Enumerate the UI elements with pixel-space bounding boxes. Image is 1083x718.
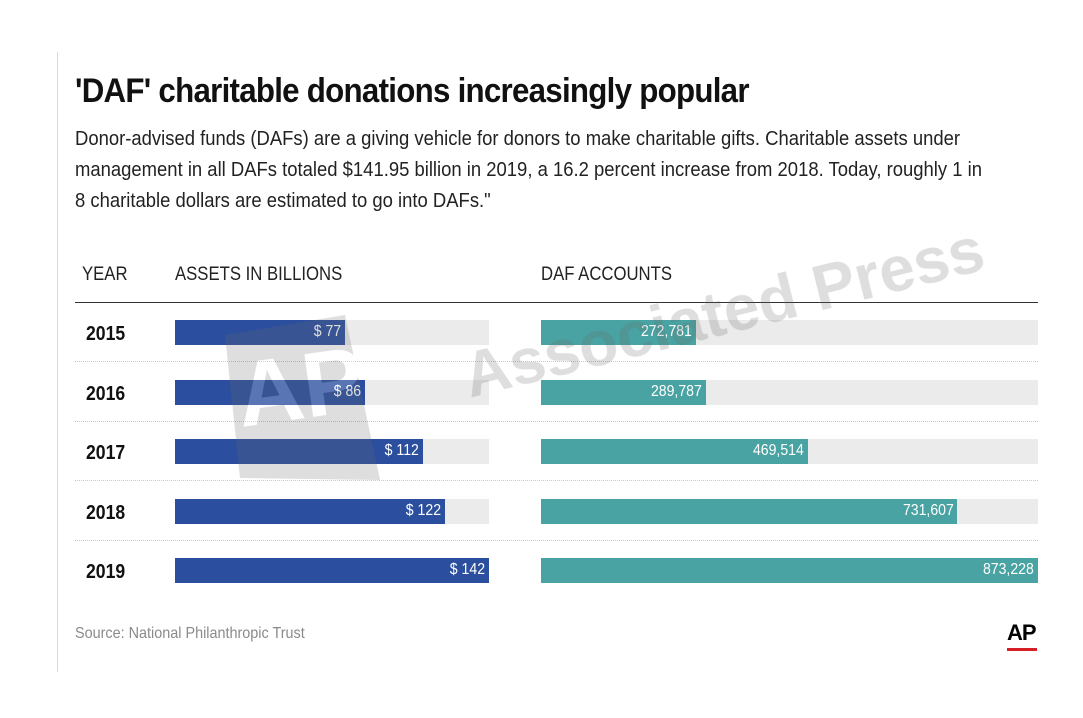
column-header-assets: ASSETS IN BILLIONS [175, 264, 342, 286]
accounts-bar-track: 731,607 [541, 499, 1038, 524]
year-label: 2019 [86, 561, 125, 584]
accounts-bar: 289,787 [541, 380, 706, 405]
assets-bar-track: $ 122 [175, 499, 489, 524]
assets-bar-track: $ 77 [175, 320, 489, 345]
accounts-bar-label: 731,607 [902, 502, 953, 520]
column-header-year: YEAR [82, 264, 128, 286]
accounts-bar: 731,607 [541, 499, 957, 524]
accounts-bar-track: 469,514 [541, 439, 1038, 464]
assets-bar: $ 142 [175, 558, 489, 583]
accounts-bar-label: 469,514 [753, 442, 804, 460]
chart-subtitle: Donor-advised funds (DAFs) are a giving … [75, 123, 984, 216]
row-divider [75, 361, 1038, 362]
row-divider [75, 540, 1038, 541]
assets-bar-label: $ 77 [314, 323, 341, 341]
accounts-bar-track: 272,781 [541, 320, 1038, 345]
assets-bar-label: $ 86 [334, 383, 361, 401]
assets-bar-track: $ 112 [175, 439, 489, 464]
year-label: 2015 [86, 323, 125, 346]
accounts-bar-label: 873,228 [983, 561, 1034, 579]
ap-logo-underline [1007, 648, 1037, 651]
year-label: 2018 [86, 502, 125, 525]
accounts-bar-label: 272,781 [641, 323, 692, 341]
accounts-bar: 873,228 [541, 558, 1038, 583]
accounts-bar: 272,781 [541, 320, 696, 345]
accounts-bar-track: 289,787 [541, 380, 1038, 405]
row-divider [75, 421, 1038, 422]
assets-bar-track: $ 86 [175, 380, 489, 405]
chart-title: 'DAF' charitable donations increasingly … [75, 72, 749, 111]
assets-bar: $ 86 [175, 380, 365, 405]
assets-bar-label: $ 122 [406, 502, 441, 520]
assets-bar-label: $ 142 [450, 561, 485, 579]
year-label: 2016 [86, 383, 125, 406]
accounts-bar: 469,514 [541, 439, 808, 464]
source-note: Source: National Philanthropic Trust [75, 625, 305, 643]
assets-bar: $ 122 [175, 499, 445, 524]
accounts-bar-track: 873,228 [541, 558, 1038, 583]
header-rule [75, 302, 1038, 303]
left-rule [57, 52, 58, 672]
assets-bar-track: $ 142 [175, 558, 489, 583]
ap-logo: AP [1007, 620, 1036, 646]
column-header-accounts: DAF ACCOUNTS [541, 264, 672, 286]
accounts-bar-label: 289,787 [651, 383, 702, 401]
row-divider [75, 480, 1038, 481]
assets-bar-label: $ 112 [384, 442, 418, 460]
assets-bar: $ 77 [175, 320, 345, 345]
year-label: 2017 [86, 442, 125, 465]
assets-bar: $ 112 [175, 439, 423, 464]
